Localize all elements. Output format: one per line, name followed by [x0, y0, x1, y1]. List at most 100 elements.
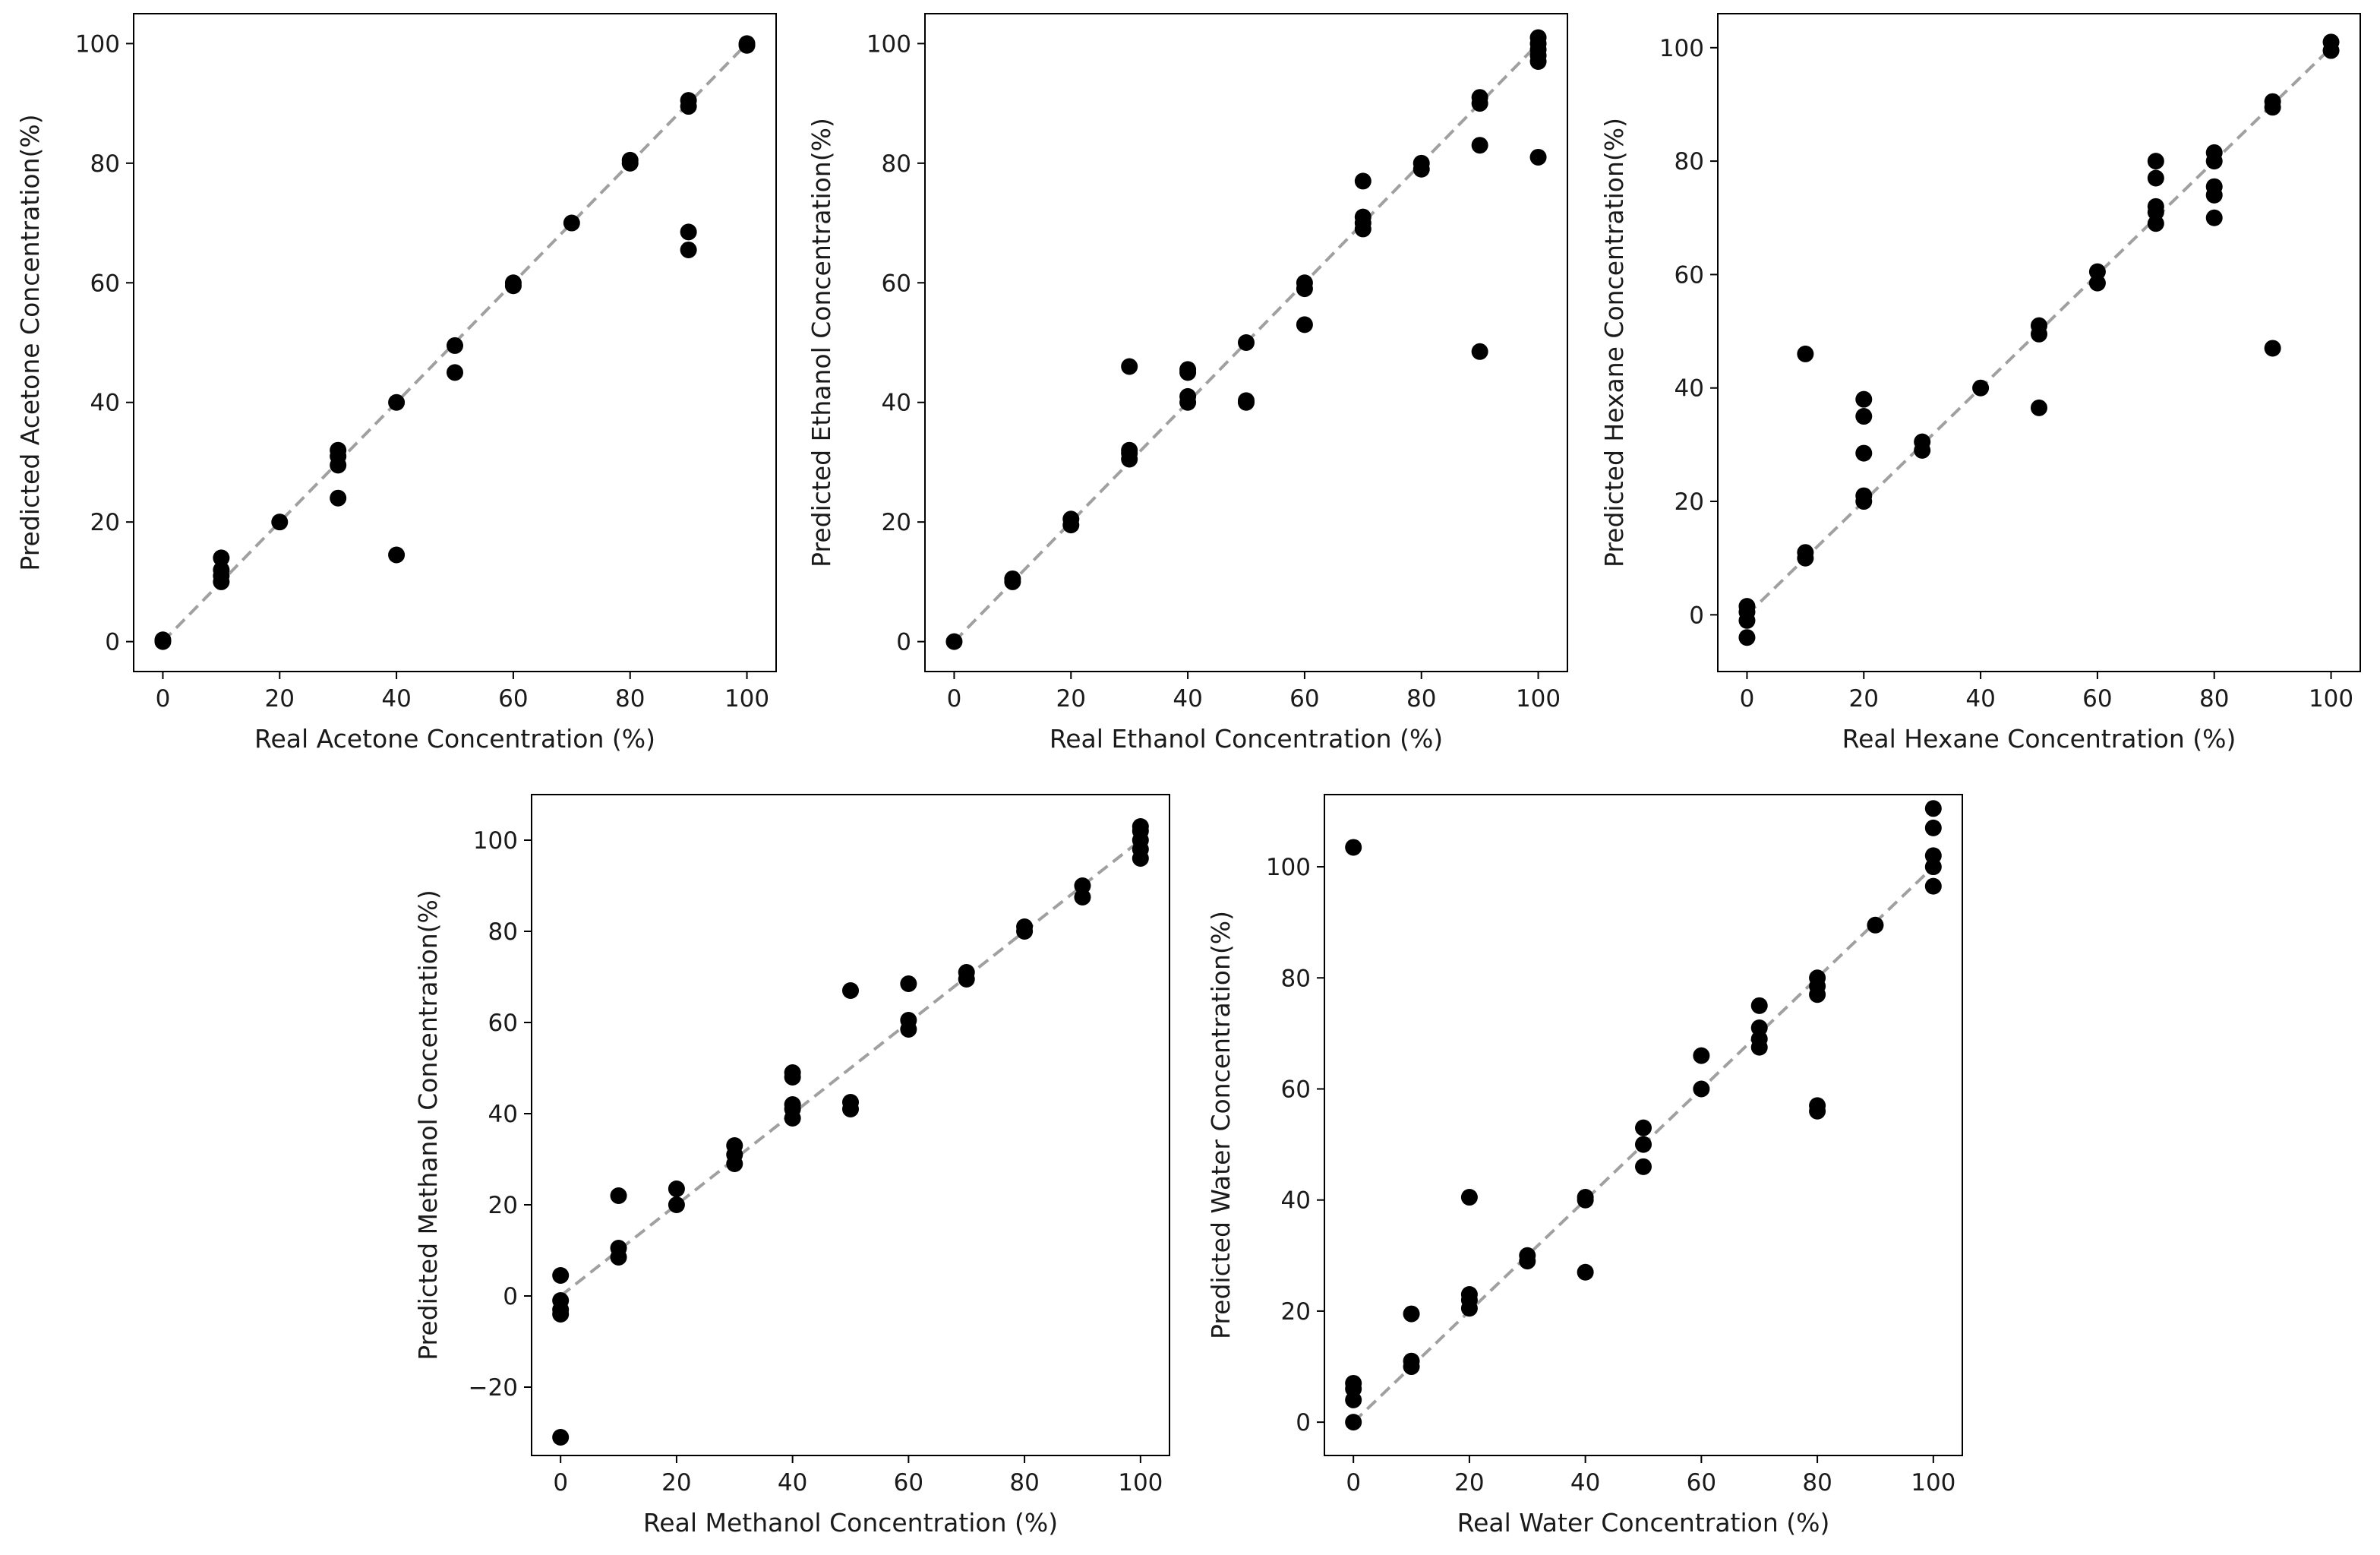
acetone-y-tick-label: 80 — [90, 150, 120, 178]
methanol-data-point — [784, 1064, 801, 1081]
acetone-data-point — [504, 274, 522, 292]
acetone-data-point — [738, 36, 756, 54]
ethanol-y-tick-label: 0 — [896, 629, 911, 656]
water-data-point — [1460, 1285, 1478, 1303]
acetone-x-tick-label: 100 — [724, 685, 769, 713]
ethanol-axes-frame — [924, 13, 1568, 672]
acetone-axes-frame — [133, 13, 777, 672]
water-axes-frame — [1324, 794, 1963, 1456]
water-data-point — [1693, 1080, 1710, 1098]
hexane-y-tick-label: 0 — [1689, 602, 1704, 629]
acetone-x-tick-label: 60 — [498, 685, 528, 713]
water-y-tick-label: 20 — [1281, 1298, 1311, 1326]
methanol-y-tick-label: 40 — [488, 1101, 518, 1128]
water-data-point — [1809, 1097, 1826, 1114]
hexane-data-point — [1914, 433, 1931, 450]
ethanol-data-point — [1179, 361, 1197, 378]
hexane-y-tick-label: 20 — [1675, 488, 1704, 516]
methanol-axes-frame — [531, 794, 1170, 1456]
ethanol-data-point — [1296, 316, 1313, 333]
ethanol-y-tick-label: 60 — [882, 270, 911, 297]
hexane-data-point — [2147, 153, 2164, 170]
water-data-point — [1460, 1189, 1478, 1206]
ethanol-data-point — [1062, 510, 1080, 528]
water-x-tick-label: 80 — [1802, 1469, 1832, 1497]
methanol-x-tick-label: 0 — [553, 1469, 568, 1497]
acetone-scatter-plot: 0 20 40 60 80 100 0 20 40 60 80 100 Real Acetone Con… — [15, 13, 777, 754]
hexane-data-point — [2147, 169, 2164, 187]
ethanol-data-point — [1004, 570, 1021, 587]
methanol-y-tick-label: −20 — [469, 1374, 518, 1402]
methanol-data-point — [610, 1187, 627, 1204]
acetone-x-tick-label: 20 — [265, 685, 295, 713]
acetone-y-axis-label: Predicted Acetone Concentration(%) — [15, 114, 45, 570]
ethanol-x-tick-label: 100 — [1516, 685, 1561, 713]
methanol-y-tick-label: 0 — [503, 1283, 518, 1310]
hexane-data-point — [1797, 345, 1814, 362]
water-y-tick-label: 0 — [1296, 1409, 1311, 1436]
water-data-point — [1867, 916, 1884, 934]
hexane-x-tick-label: 20 — [1849, 685, 1879, 713]
ethanol-data-point — [1354, 172, 1371, 190]
acetone-x-tick-label: 80 — [615, 685, 645, 713]
methanol-data-point — [1016, 918, 1034, 935]
ethanol-data-point — [1179, 387, 1197, 405]
acetone-y-tick-label: 100 — [75, 30, 120, 58]
water-data-point — [1693, 1047, 1710, 1064]
methanol-x-tick-label: 100 — [1118, 1469, 1163, 1497]
acetone-data-point — [563, 214, 580, 232]
ethanol-data-point — [1529, 29, 1547, 46]
acetone-x-axis-label: Real Acetone Concentration (%) — [254, 724, 655, 754]
acetone-data-point — [680, 241, 697, 258]
acetone-data-point — [447, 364, 463, 381]
hexane-x-tick-label: 80 — [2199, 685, 2229, 713]
water-data-point — [1924, 847, 1942, 864]
ethanol-x-tick-label: 80 — [1406, 685, 1436, 713]
ethanol-y-tick-label: 20 — [882, 509, 911, 536]
water-x-tick-label: 20 — [1454, 1469, 1484, 1497]
hexane-data-point — [2264, 93, 2281, 110]
acetone-data-point — [330, 441, 347, 459]
water-data-point — [1345, 839, 1362, 856]
hexane-scatter-plot: 0 20 40 60 80 100 0 20 40 60 80 100 Real Hexane Conc… — [1599, 13, 2361, 754]
methanol-x-tick-label: 60 — [894, 1469, 923, 1497]
acetone-data-point — [680, 92, 697, 109]
hexane-data-point — [2147, 198, 2164, 215]
ethanol-data-point — [1121, 358, 1138, 375]
acetone-data-point — [330, 489, 347, 507]
acetone-x-tick-label: 40 — [381, 685, 411, 713]
methanol-data-point — [552, 1292, 570, 1309]
hexane-data-point — [1738, 598, 1756, 615]
methanol-x-tick-label: 20 — [661, 1469, 691, 1497]
hexane-x-tick-label: 40 — [1965, 685, 1995, 713]
methanol-x-axis-label: Real Methanol Concentration (%) — [643, 1508, 1058, 1538]
acetone-data-point — [388, 546, 406, 564]
methanol-y-tick-label: 100 — [473, 827, 518, 855]
water-y-tick-label: 80 — [1281, 965, 1311, 992]
ethanol-y-tick-label: 100 — [866, 30, 911, 58]
hexane-data-point — [1855, 390, 1873, 408]
methanol-data-point — [1074, 877, 1091, 894]
acetone-data-point — [680, 223, 697, 241]
water-data-point — [1750, 1019, 1768, 1037]
hexane-data-point — [2205, 209, 2223, 226]
ethanol-y-tick-label: 40 — [882, 390, 911, 417]
hexane-data-point — [1972, 379, 1990, 397]
ethanol-x-axis-label: Real Ethanol Concentration (%) — [1050, 724, 1443, 754]
methanol-y-tick-label: 80 — [488, 918, 518, 946]
hexane-y-axis-label: Predicted Hexane Concentration(%) — [1599, 118, 1629, 567]
water-x-tick-label: 100 — [1911, 1469, 1955, 1497]
methanol-data-point — [1132, 818, 1149, 835]
water-x-tick-label: 60 — [1687, 1469, 1716, 1497]
ethanol-y-axis-label: Predicted Ethanol Concentration(%) — [806, 118, 836, 567]
water-data-point — [1403, 1305, 1420, 1323]
ethanol-x-tick-label: 0 — [947, 685, 962, 713]
methanol-data-point — [842, 1094, 859, 1111]
acetone-y-tick-label: 0 — [105, 629, 120, 656]
hexane-y-tick-label: 100 — [1659, 35, 1704, 62]
hexane-data-point — [1855, 408, 1873, 425]
acetone-data-point — [271, 514, 289, 531]
water-data-point — [1924, 800, 1942, 817]
ethanol-data-point — [1413, 154, 1430, 172]
